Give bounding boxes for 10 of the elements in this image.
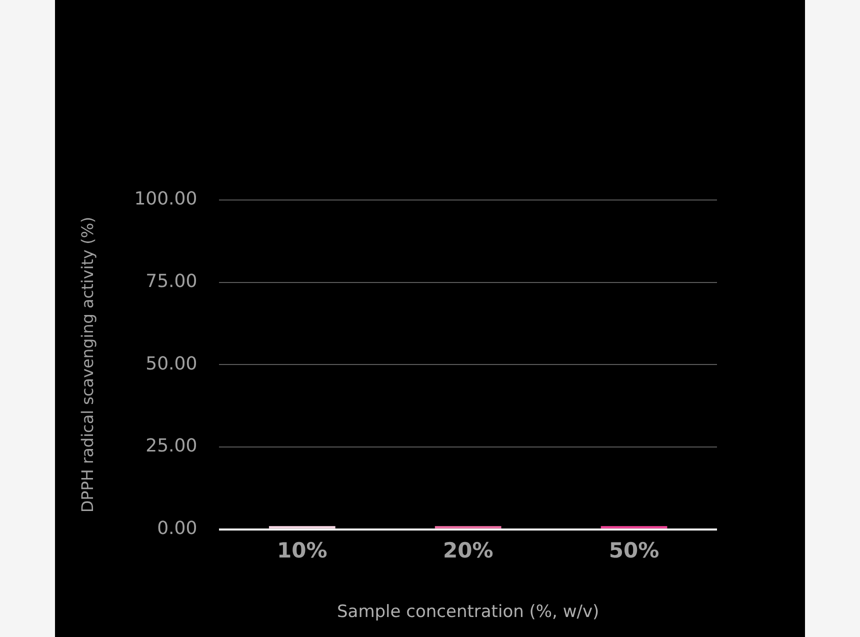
x-tick-label: 20% bbox=[442, 538, 494, 562]
y-tick-label: 75.00 bbox=[146, 271, 198, 292]
x-tick-label: 10% bbox=[277, 538, 328, 562]
y-tick-label: 0.00 bbox=[157, 518, 198, 540]
x-axis-title: Sample concentration (%, w/v) bbox=[336, 602, 600, 622]
y-tick-label: 50.00 bbox=[146, 353, 198, 374]
y-tick-label: 100.00 bbox=[134, 188, 198, 210]
y-tick-label: 25.00 bbox=[146, 436, 198, 457]
y-axis-title: DPPH radical scavenging activity (%) bbox=[78, 216, 97, 513]
x-tick-label: 50% bbox=[608, 538, 660, 562]
